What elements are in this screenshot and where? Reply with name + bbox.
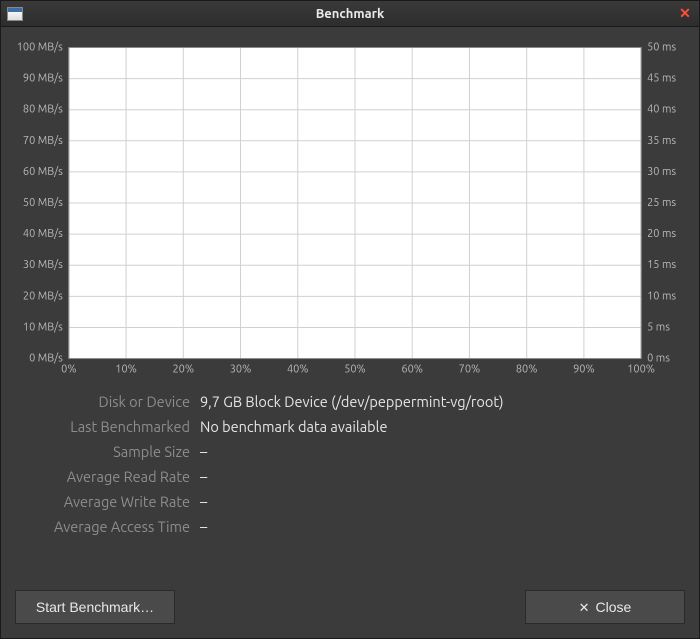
close-icon[interactable]: ✕ [675,3,695,23]
label-last-benchmarked: Last Benchmarked [15,418,190,435]
close-x-icon: ✕ [579,601,590,614]
svg-text:10 ms: 10 ms [647,290,676,302]
titlebar[interactable]: Benchmark ✕ [1,1,699,27]
svg-text:100 MB/s: 100 MB/s [17,41,63,53]
value-avg-access-time: – [200,518,685,535]
svg-text:20%: 20% [173,364,195,376]
label-disk-or-device: Disk or Device [15,393,190,410]
label-sample-size: Sample Size [15,443,190,460]
svg-text:60 MB/s: 60 MB/s [23,166,63,178]
svg-text:90%: 90% [573,364,595,376]
svg-text:50 ms: 50 ms [647,41,676,53]
benchmark-window: Benchmark ✕ 0 MB/s0 ms10 MB/s5 ms20 MB/s… [0,0,700,639]
content-area: 0 MB/s0 ms10 MB/s5 ms20 MB/s10 ms30 MB/s… [1,27,699,638]
close-button-label: Close [596,599,632,615]
label-avg-read-rate: Average Read Rate [15,468,190,485]
svg-text:20 MB/s: 20 MB/s [23,290,63,302]
close-button[interactable]: ✕ Close [525,590,685,624]
svg-text:50%: 50% [344,364,366,376]
svg-text:50 MB/s: 50 MB/s [23,197,63,209]
svg-text:60%: 60% [401,364,423,376]
svg-text:40 MB/s: 40 MB/s [23,228,63,240]
label-avg-access-time: Average Access Time [15,518,190,535]
svg-text:0 MB/s: 0 MB/s [29,353,63,365]
value-sample-size: – [200,443,685,460]
svg-text:35 ms: 35 ms [647,135,676,147]
value-last-benchmarked: No benchmark data available [200,418,685,435]
svg-text:30 ms: 30 ms [647,166,676,178]
svg-text:80%: 80% [516,364,538,376]
svg-text:10%: 10% [115,364,137,376]
svg-text:90 MB/s: 90 MB/s [23,73,63,85]
label-avg-write-rate: Average Write Rate [15,493,190,510]
svg-text:15 ms: 15 ms [647,259,676,271]
info-grid: Disk or Device 9,7 GB Block Device (/dev… [15,393,685,535]
svg-text:25 ms: 25 ms [647,197,676,209]
svg-text:0%: 0% [61,364,76,376]
svg-text:70 MB/s: 70 MB/s [23,135,63,147]
svg-text:30 MB/s: 30 MB/s [23,259,63,271]
svg-text:5 ms: 5 ms [647,321,670,333]
svg-text:80 MB/s: 80 MB/s [23,104,63,116]
svg-text:20 ms: 20 ms [647,228,676,240]
chart-svg: 0 MB/s0 ms10 MB/s5 ms20 MB/s10 ms30 MB/s… [15,39,685,379]
value-avg-read-rate: – [200,468,685,485]
svg-text:30%: 30% [230,364,252,376]
value-disk-or-device: 9,7 GB Block Device (/dev/peppermint-vg/… [200,393,685,410]
window-title: Benchmark [1,7,699,21]
benchmark-chart: 0 MB/s0 ms10 MB/s5 ms20 MB/s10 ms30 MB/s… [15,39,685,379]
value-avg-write-rate: – [200,493,685,510]
svg-text:40 ms: 40 ms [647,104,676,116]
svg-text:100%: 100% [627,364,655,376]
svg-text:40%: 40% [287,364,309,376]
svg-text:10 MB/s: 10 MB/s [23,321,63,333]
svg-text:70%: 70% [459,364,481,376]
start-benchmark-button[interactable]: Start Benchmark… [15,590,175,624]
button-row: Start Benchmark… ✕ Close [15,576,685,624]
start-benchmark-label: Start Benchmark… [36,599,154,615]
svg-text:45 ms: 45 ms [647,73,676,85]
